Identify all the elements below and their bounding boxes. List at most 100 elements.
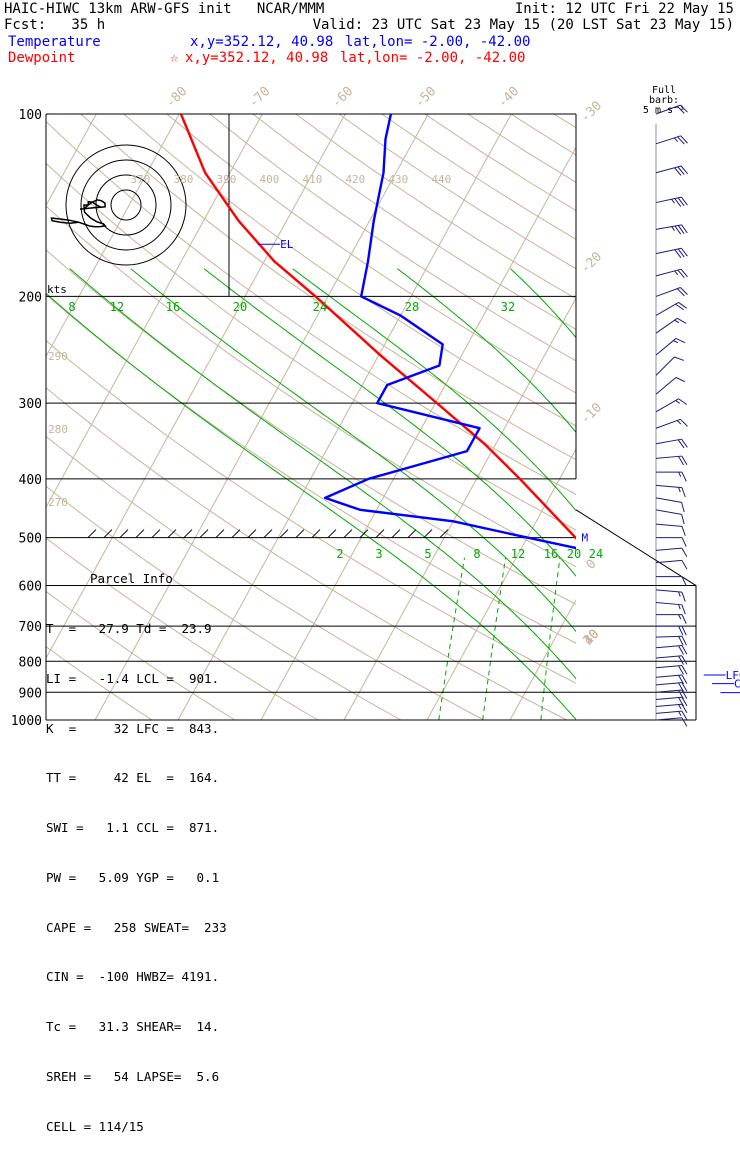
hatch-mark <box>136 530 144 538</box>
dry-adiabat-line <box>253 114 740 720</box>
hodograph-speed-label: 8 <box>68 300 75 314</box>
dewpoint-latlon: lat,lon= -2.00, -42.00 <box>340 50 525 66</box>
isotherm-label: -70 <box>246 84 273 111</box>
dry-adiabat-line <box>511 114 740 720</box>
isotherm-line <box>593 114 740 720</box>
barb-legend: Full barb: 5 m s⁻¹ <box>638 86 690 116</box>
parcel-row: TT = 42 EL = 164. <box>46 770 276 787</box>
parcel-level-label: M <box>581 532 588 545</box>
parcel-row: CELL = 114/15 <box>46 1119 276 1136</box>
isotherm-label: -50 <box>412 84 439 111</box>
moist-adiabat-line <box>511 269 740 720</box>
hatch-mark <box>408 530 416 538</box>
star-icon: ☆ <box>170 50 178 66</box>
valid-time: Valid: 23 UTC Sat 23 May 15 (20 LST Sat … <box>313 17 734 33</box>
mixing-ratio-label: 8 <box>473 547 480 561</box>
mixing-ratio-label: 5 <box>424 547 431 561</box>
mixing-ratio-line <box>439 558 465 720</box>
hodograph-speed-label: 28 <box>405 300 419 314</box>
parcel-row: PW = 5.09 YGP = 0.1 <box>46 870 276 887</box>
wind-barb <box>656 399 687 412</box>
isotherm-label: -40 <box>495 84 522 111</box>
hatch-mark <box>184 530 192 538</box>
parcel-row: LI = -1.4 LCL = 901. <box>46 671 276 688</box>
pressure-tick-label: 900 <box>19 686 42 701</box>
isotherm-label: 40 <box>581 627 603 649</box>
mixing-ratio-line <box>483 558 506 720</box>
theta-label: 390 <box>216 173 236 186</box>
mixing-ratio-label: 12 <box>511 547 525 561</box>
series-line-dewpoint <box>325 114 708 720</box>
init-time: Init: 12 UTC Fri 22 May 15 <box>515 1 734 17</box>
parcel-level-label: CCL <box>734 678 740 691</box>
wind-barb <box>656 472 686 481</box>
wind-barb <box>656 603 685 615</box>
wind-barb <box>656 577 686 586</box>
theta-label: 410 <box>302 173 322 186</box>
hodograph-ring <box>81 160 171 250</box>
hatch-mark <box>104 530 112 538</box>
hatch-mark <box>88 530 96 538</box>
parcel-info-panel: Parcel Info T = 27.9 Td = 23.9 LI = -1.4… <box>46 538 276 1152</box>
pressure-tick-label: 1000 <box>11 714 42 729</box>
wind-barb <box>656 197 687 206</box>
wind-barb <box>656 136 688 144</box>
theta-label: 400 <box>259 173 279 186</box>
theta-label: 430 <box>388 173 408 186</box>
wind-barb <box>656 302 687 315</box>
wind-barb <box>656 338 685 355</box>
hatch-mark <box>360 530 368 538</box>
dry-adiabat-line <box>468 114 740 720</box>
hodograph-speed-label: 20 <box>233 300 247 314</box>
wind-barb <box>656 615 686 624</box>
wind-barbs <box>656 105 688 726</box>
hatch-mark <box>216 530 224 538</box>
dry-adiabat-line <box>210 114 740 720</box>
temperature-latlon: lat,lon= -2.00, -42.00 <box>345 34 530 50</box>
wind-barb <box>656 666 687 675</box>
parcel-row: T = 27.9 Td = 23.9 <box>46 621 276 638</box>
moist-adiabat-line <box>613 269 740 720</box>
theta-side-label: 290 <box>48 350 68 363</box>
hatch-mark <box>264 530 272 538</box>
moist-adiabat-line <box>293 269 710 720</box>
isotherm-line <box>0 114 13 720</box>
hatch-mark <box>120 530 128 538</box>
parcel-row: SWI = 1.1 CCL = 871. <box>46 820 276 837</box>
barb-legend-unit: 5 m s⁻¹ <box>638 106 690 116</box>
isotherm-label: -10 <box>578 400 605 427</box>
theta-label: 380 <box>173 173 193 186</box>
hodograph-ring <box>111 190 141 220</box>
wind-barb <box>656 439 687 448</box>
legend-dewpoint: Dewpoint <box>8 50 75 66</box>
parcel-row: SREH = 54 LAPSE= 5.6 <box>46 1069 276 1086</box>
wind-barb <box>656 538 686 547</box>
wind-barb <box>656 269 688 278</box>
hatch-mark <box>328 530 336 538</box>
barb-legend-title: Full barb: <box>638 86 690 106</box>
pressure-tick-label: 400 <box>19 473 42 488</box>
wind-barb <box>656 656 687 665</box>
parcel-level-label: EL <box>280 238 294 251</box>
wind-barb <box>656 248 687 257</box>
hodograph-speed-label: 32 <box>501 300 515 314</box>
wind-barb <box>656 357 684 375</box>
isotherm-label: -80 <box>163 84 190 111</box>
legend-temperature: Temperature <box>8 34 101 50</box>
wind-barb <box>656 560 687 569</box>
hodograph-speed-label: 12 <box>110 300 124 314</box>
isotherm-label: -30 <box>578 98 605 125</box>
mixing-ratio-label: 20 <box>567 547 581 561</box>
wind-barb <box>656 524 685 536</box>
isotherm-label: -60 <box>329 84 356 111</box>
mixing-ratio-label: 3 <box>375 547 382 561</box>
hatch-mark <box>392 530 400 538</box>
pressure-tick-label: 600 <box>19 580 42 595</box>
forecast-hour: Fcst: 35 h <box>4 17 105 33</box>
wind-barb <box>656 456 687 465</box>
wind-barb <box>656 485 685 497</box>
pressure-tick-label: 500 <box>19 532 42 547</box>
hatch-mark <box>200 530 208 538</box>
pressure-tick-label: 800 <box>19 655 42 670</box>
parcel-row: K = 32 LFC = 843. <box>46 721 276 738</box>
